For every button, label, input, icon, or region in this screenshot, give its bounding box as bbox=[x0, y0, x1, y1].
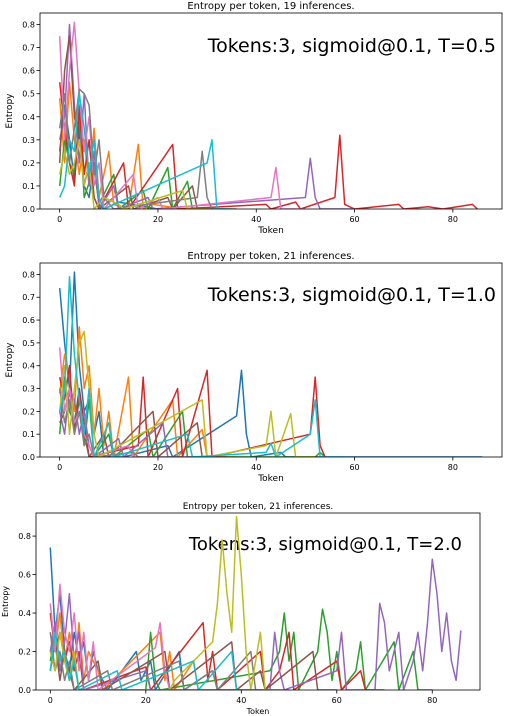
y-axis-label: Entropy bbox=[5, 342, 15, 378]
series-line-7 bbox=[58, 21, 306, 209]
x-tick-label: 80 bbox=[427, 696, 437, 705]
chart-title: Entropy per token, 21 inferences. bbox=[183, 502, 334, 512]
series-line-9 bbox=[58, 139, 208, 209]
x-tick-label: 80 bbox=[448, 215, 458, 224]
y-tick-label: 0.3 bbox=[22, 385, 35, 394]
y-tick-label: 0.4 bbox=[22, 362, 35, 371]
series-line-9 bbox=[49, 516, 280, 690]
y-tick-label: 0.4 bbox=[22, 113, 35, 122]
y-tick-label: 0.2 bbox=[22, 159, 35, 168]
y-axis-label: Entropy bbox=[1, 586, 10, 617]
chart-panel-2: Entropy per token, 21 inferences. Tokens… bbox=[5, 251, 503, 484]
series-group bbox=[49, 516, 462, 690]
y-tick-label: 0.0 bbox=[22, 205, 35, 214]
x-axis-label: Token bbox=[257, 474, 284, 484]
y-tick-label: 0.1 bbox=[22, 182, 35, 191]
series-line-7 bbox=[49, 583, 194, 690]
y-tick-label: 0.0 bbox=[22, 453, 35, 462]
series-line-2 bbox=[58, 326, 237, 457]
x-axis-label: Token bbox=[246, 707, 270, 716]
plot-frame bbox=[35, 512, 481, 691]
series-line-10 bbox=[59, 92, 232, 209]
y-tick-label: 0.2 bbox=[22, 407, 35, 416]
y-tick-label: 0.5 bbox=[22, 339, 35, 348]
plot-frame bbox=[39, 262, 503, 458]
chart-title: Entropy per token, 19 inferences. bbox=[187, 1, 354, 12]
series-line-4 bbox=[58, 82, 478, 209]
series-line-8 bbox=[49, 632, 289, 690]
x-tick-label: 20 bbox=[141, 696, 151, 705]
chart-annotation: Tokens:3, sigmoid@0.1, T=2.0 bbox=[188, 534, 462, 555]
series-group bbox=[58, 271, 483, 457]
y-tick-label: 0.6 bbox=[22, 316, 35, 325]
x-tick-label: 0 bbox=[57, 463, 62, 472]
x-tick-label: 60 bbox=[332, 696, 342, 705]
series-line-10 bbox=[49, 631, 261, 690]
x-tick-label: 20 bbox=[153, 463, 163, 472]
plot-frame bbox=[39, 12, 503, 210]
y-tick-label: 0.2 bbox=[18, 648, 31, 657]
y-tick-label: 0.4 bbox=[18, 609, 31, 618]
y-tick-label: 0.3 bbox=[22, 136, 35, 145]
chart-panel-1: Entropy per token, 19 inferences. Tokens… bbox=[5, 1, 503, 236]
y-tick-label: 0.8 bbox=[22, 21, 35, 30]
y-tick-label: 0.8 bbox=[22, 270, 35, 279]
x-axis-label: Token bbox=[257, 226, 284, 236]
chart-panel-3: Entropy per token, 21 inferences. Tokens… bbox=[1, 502, 481, 716]
y-tick-label: 0.0 bbox=[18, 686, 31, 695]
series-line-9 bbox=[58, 330, 316, 457]
x-tick-label: 0 bbox=[48, 696, 53, 705]
y-tick-label: 0.8 bbox=[18, 532, 31, 541]
chart-title: Entropy per token, 21 inferences. bbox=[187, 251, 354, 262]
x-tick-label: 60 bbox=[349, 463, 359, 472]
series-group bbox=[58, 21, 478, 209]
series-line-6 bbox=[49, 641, 337, 690]
x-tick-label: 40 bbox=[251, 215, 261, 224]
y-tick-label: 0.7 bbox=[22, 293, 35, 302]
y-axis-label: Entropy bbox=[5, 93, 15, 129]
x-tick-label: 40 bbox=[251, 463, 261, 472]
x-tick-label: 20 bbox=[153, 215, 163, 224]
y-tick-label: 0.6 bbox=[22, 67, 35, 76]
x-tick-label: 80 bbox=[448, 463, 458, 472]
x-tick-label: 60 bbox=[349, 215, 359, 224]
y-tick-label: 0.5 bbox=[22, 90, 35, 99]
series-line-5 bbox=[49, 558, 462, 690]
chart-annotation: Tokens:3, sigmoid@0.1, T=1.0 bbox=[207, 284, 496, 306]
chart-annotation: Tokens:3, sigmoid@0.1, T=0.5 bbox=[207, 35, 496, 57]
x-tick-label: 40 bbox=[236, 696, 246, 705]
series-line-10 bbox=[58, 275, 345, 457]
series-line-6 bbox=[58, 35, 227, 209]
y-tick-label: 0.7 bbox=[22, 44, 35, 53]
y-tick-label: 0.6 bbox=[18, 571, 31, 580]
x-tick-label: 0 bbox=[57, 215, 62, 224]
y-tick-label: 0.1 bbox=[22, 430, 35, 439]
